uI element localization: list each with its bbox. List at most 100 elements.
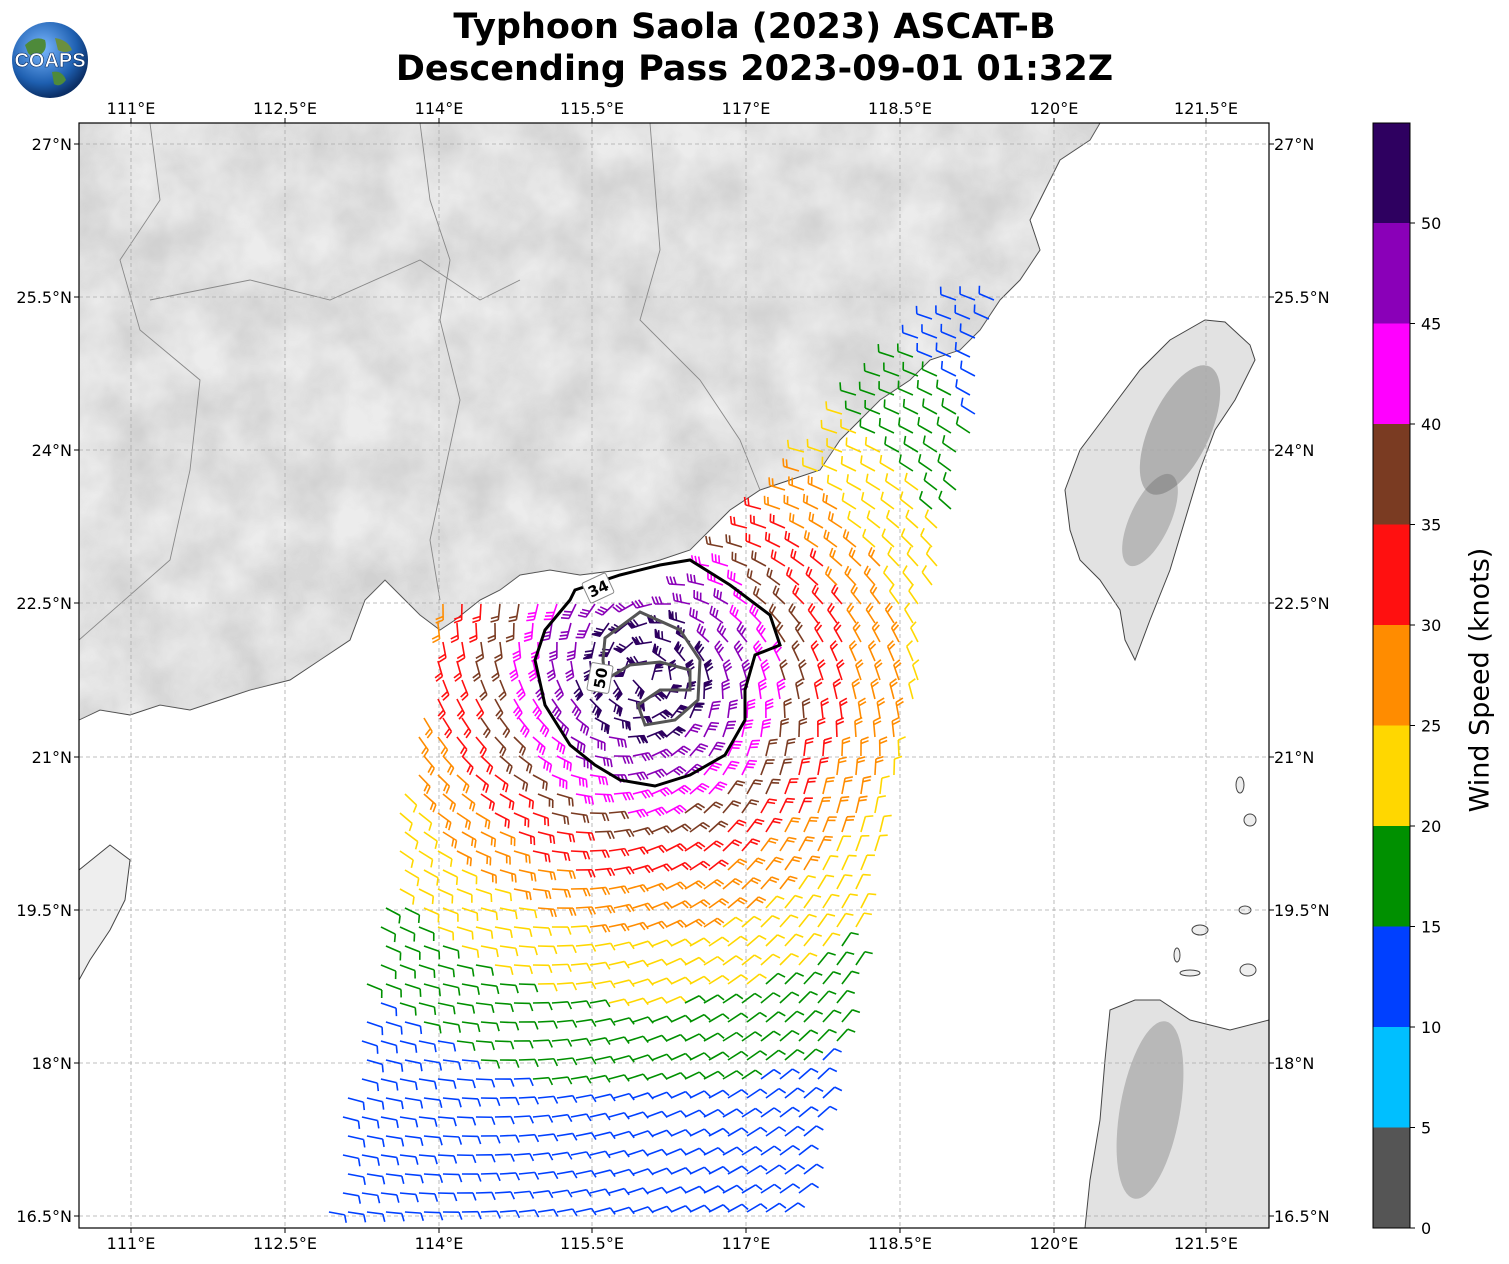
wind-barb <box>765 817 783 833</box>
wind-barb <box>741 1069 763 1080</box>
wind-barb <box>727 1089 749 1099</box>
wind-barb <box>760 1145 782 1156</box>
wind-barb <box>475 850 492 866</box>
wind-barb <box>803 816 819 833</box>
wind-barb <box>722 839 743 852</box>
wind-barb <box>746 1088 768 1099</box>
wind-barb <box>442 1059 462 1071</box>
wind-barb <box>727 699 738 719</box>
wind-barb <box>513 1115 534 1124</box>
wind-barb <box>829 640 839 662</box>
wind-barb <box>480 1059 501 1069</box>
wind-barb <box>883 362 900 377</box>
wind-barb <box>866 510 881 529</box>
wind-barb <box>874 795 886 814</box>
wind-barb <box>670 823 692 833</box>
wind-barb <box>798 1067 819 1080</box>
wind-barb <box>442 945 460 959</box>
colorbar-tick-label: 5 <box>1421 1119 1431 1138</box>
wind-barb <box>872 716 882 738</box>
wind-barb <box>785 566 800 586</box>
wind-barb <box>798 659 807 681</box>
wind-barb <box>867 640 877 662</box>
wind-barb <box>518 831 536 846</box>
wind-barb <box>689 1128 711 1137</box>
wind-barb <box>556 1208 578 1217</box>
wind-barb <box>608 998 630 1007</box>
wind-barb <box>475 888 493 903</box>
wind-barb <box>841 492 857 510</box>
wind-barb <box>480 945 499 958</box>
wind-barb <box>366 1059 384 1073</box>
wind-barb <box>551 1189 573 1198</box>
colorbar-segment <box>1373 625 1410 726</box>
wind-barb <box>423 869 439 886</box>
wind-barb <box>366 1097 385 1110</box>
wind-barb <box>954 342 971 358</box>
wind-barb <box>494 774 509 793</box>
wind-barb <box>665 995 687 1004</box>
wind-barb <box>836 796 850 814</box>
wind-barb <box>784 737 796 757</box>
wind-barb <box>727 858 748 871</box>
wind-barb <box>665 1110 687 1118</box>
wind-barb <box>508 603 520 623</box>
wind-barb <box>385 1135 405 1147</box>
wind-barb <box>575 981 597 990</box>
wind-barb <box>518 717 530 738</box>
wind-barb <box>709 605 724 624</box>
taiwan-land <box>1064 319 1256 662</box>
wind-barb <box>696 623 710 643</box>
wind-barb <box>631 635 653 646</box>
wind-barb <box>494 812 510 829</box>
wind-barb <box>456 1192 477 1201</box>
wind-barb <box>627 883 649 893</box>
title-line-2: Descending Pass 2023-09-01 01:32Z <box>395 49 1114 89</box>
wind-barb <box>752 585 767 605</box>
wind-barb <box>437 1154 458 1164</box>
wind-barb <box>817 1067 838 1080</box>
wind-barb <box>765 738 778 757</box>
wind-barb <box>670 1205 692 1213</box>
wind-barb <box>855 795 868 814</box>
wind-barb <box>608 1149 630 1158</box>
wind-barb <box>822 855 839 871</box>
wind-barb <box>746 779 763 795</box>
wind-barb <box>821 456 838 472</box>
wind-barb <box>532 1114 554 1123</box>
wind-barb <box>380 1192 400 1203</box>
wind-barb <box>537 1095 559 1104</box>
wind-barb <box>366 1173 386 1185</box>
wind-barb <box>727 740 743 757</box>
wind-barb <box>532 812 550 827</box>
wind-barb <box>703 1070 725 1080</box>
wind-barb <box>694 640 705 662</box>
wind-barb <box>841 854 857 871</box>
wind-barb <box>803 894 822 909</box>
luzon-land <box>1084 999 1269 1228</box>
wind-barb <box>760 992 781 1004</box>
wind-barb <box>925 546 938 567</box>
wind-barb <box>456 1116 477 1126</box>
wind-barb <box>513 774 529 792</box>
wind-barb <box>756 621 767 643</box>
wind-barb <box>518 793 535 810</box>
wind-barb <box>703 679 713 700</box>
wind-barb <box>404 1097 424 1109</box>
wind-barb <box>537 1057 559 1067</box>
wind-barb <box>817 990 837 1004</box>
wind-barb <box>746 934 767 947</box>
wind-barb <box>570 1075 592 1084</box>
wind-barb <box>551 1151 573 1160</box>
wind-barb <box>779 952 799 966</box>
wind-barb <box>898 454 914 472</box>
wind-barb <box>836 1028 856 1042</box>
wind-barb <box>423 831 438 850</box>
wind-barb <box>575 622 591 639</box>
wind-barb <box>689 782 710 795</box>
wind-barb <box>608 960 630 969</box>
wind-barb <box>608 847 630 857</box>
wind-barb <box>491 660 500 682</box>
wind-barb <box>453 660 463 682</box>
wind-barb <box>846 602 857 624</box>
